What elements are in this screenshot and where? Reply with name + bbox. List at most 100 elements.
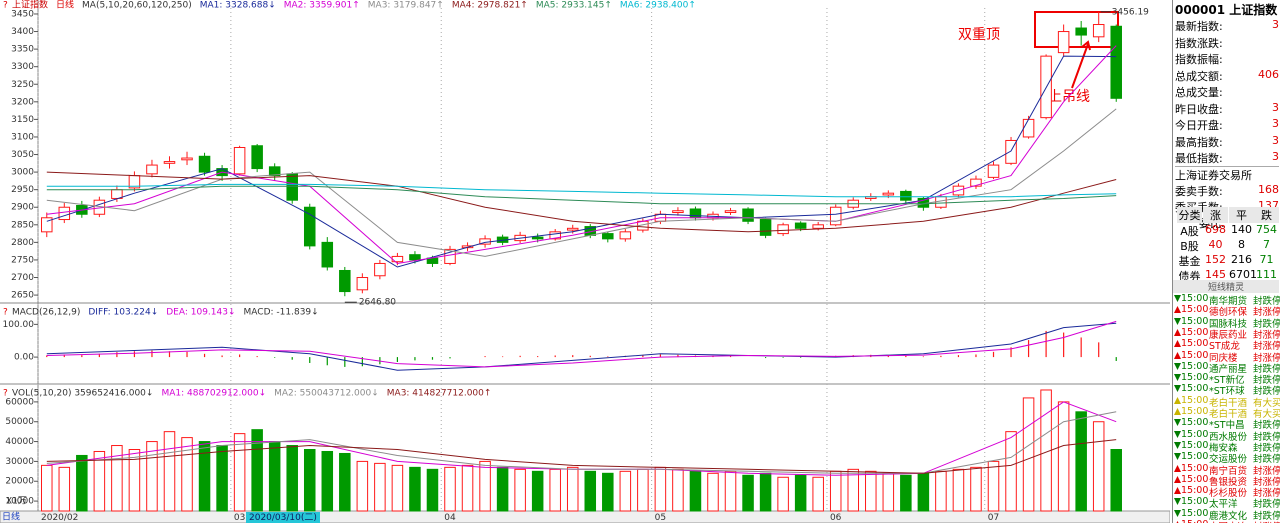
table-header: 涨 xyxy=(1203,207,1228,223)
volume-bar xyxy=(41,464,53,512)
volume-bar xyxy=(637,468,649,512)
alert-stock: 鲁银投资 xyxy=(1209,476,1248,488)
legend-entry: MA3: 414827712.000↑ xyxy=(387,389,492,399)
alert-arrow-shape xyxy=(1174,317,1181,325)
volume-bar xyxy=(216,445,228,512)
y-tick-label: 50000 xyxy=(5,417,34,427)
panel-icon[interactable]: ? xyxy=(3,308,8,318)
y-tick-label: 2750 xyxy=(11,255,34,265)
alert-arrow xyxy=(1174,509,1181,517)
legend-entry: MA1: 3328.688↓ xyxy=(200,1,276,11)
volume-bar xyxy=(461,464,474,512)
alert-stock: 老白干酒 xyxy=(1209,397,1248,409)
candle-body xyxy=(1110,25,1122,99)
alert-event: 封跌停板 xyxy=(1253,386,1280,398)
volume-bar xyxy=(496,466,509,512)
volume-bar xyxy=(181,437,193,512)
alert-time: 15:00 xyxy=(1181,293,1209,304)
volume-bar xyxy=(794,474,807,512)
ma-line xyxy=(46,55,1117,268)
alert-time: 15:00 xyxy=(1181,519,1208,523)
candle-body xyxy=(163,161,176,164)
y-tick-label: 3250 xyxy=(11,80,34,90)
exchange-name: 上海证券交易所 xyxy=(1175,166,1279,183)
x-tick-label: 07 xyxy=(988,513,999,523)
volume-bar xyxy=(549,468,561,512)
candle-body xyxy=(339,269,351,293)
candle-body xyxy=(742,208,754,222)
alert-time: 15:00 xyxy=(1181,349,1209,361)
alert-stock: 西水股份 xyxy=(1209,431,1248,443)
alert-event: 封跌停板 xyxy=(1253,454,1280,466)
volume-bar xyxy=(198,441,211,512)
panel-icon[interactable]: ? xyxy=(3,1,8,11)
period-tab[interactable]: 日线 xyxy=(2,511,20,523)
panel-title: 上证指数 xyxy=(12,0,48,11)
y-tick-label: 3300 xyxy=(11,62,34,72)
alert-event: 封跌停板 xyxy=(1253,318,1280,330)
volume-bar xyxy=(268,441,281,512)
alert-arrow-shape xyxy=(1174,498,1181,506)
cursor-label-bg xyxy=(246,512,320,523)
alerts-title: 短线精灵 xyxy=(1173,280,1279,293)
alert-stock: *ST中昌 xyxy=(1209,420,1245,432)
volume-bar xyxy=(987,460,1000,512)
alert-arrow xyxy=(1174,453,1181,461)
legend-entry: MA5: 2933.145↑ xyxy=(536,1,612,11)
alert-arrow xyxy=(1174,385,1181,393)
candle-body xyxy=(549,231,561,240)
ma-line xyxy=(46,322,1117,371)
table-header: 跌 xyxy=(1254,207,1279,223)
alert-event: 封涨停板 xyxy=(1253,341,1280,353)
alert-arrow xyxy=(1174,328,1181,336)
alert-stock: 南宁百货 xyxy=(1209,465,1248,477)
volume-bar xyxy=(339,452,351,512)
volume-bar xyxy=(952,468,965,512)
y-tick-label: 3200 xyxy=(11,97,34,107)
candle-body xyxy=(426,257,439,264)
alert-time: 15:00 xyxy=(1181,394,1209,406)
alert-event: 封跌停板 xyxy=(1253,296,1280,307)
volume-bar xyxy=(374,462,386,512)
alert-time: 15:00 xyxy=(1181,406,1209,417)
y-tick-label: 2850 xyxy=(11,220,34,230)
candle-body xyxy=(146,164,158,175)
volume-bar xyxy=(742,474,754,512)
candle-body xyxy=(987,164,1000,178)
field-label: 昨日收盘: xyxy=(1175,102,1223,116)
alert-arrow xyxy=(1174,487,1181,495)
alert-event: 封跌停板 xyxy=(1253,499,1280,511)
panel-icon[interactable]: ? xyxy=(3,389,8,399)
alert-event: 封涨停板 xyxy=(1253,476,1280,488)
field-value: 3 xyxy=(1272,150,1279,163)
volume-bar xyxy=(1092,421,1105,512)
alert-stock: 杉杉股份 xyxy=(1209,488,1248,500)
quote-panel: 000001 上证指数 最新指数: 3 指数涨跌: 指数振幅: 总成交额: 406 总成交量:… xyxy=(1172,0,1280,523)
alert-time: 15:00 xyxy=(1181,360,1209,372)
alert-event: 封涨停板 xyxy=(1253,352,1280,364)
candle-body xyxy=(900,190,912,201)
alert-arrow xyxy=(1174,408,1181,415)
volume-bar xyxy=(146,441,158,512)
candle-body xyxy=(882,192,895,196)
candle-body xyxy=(251,145,263,170)
alert-event: 封跌停板 xyxy=(1253,375,1280,387)
volume-bar xyxy=(917,472,930,512)
alert-stock: 梅安森 xyxy=(1209,442,1238,454)
order-value: 168 xyxy=(1258,183,1279,196)
volume-bar xyxy=(724,470,737,512)
alert-arrow-shape xyxy=(1174,487,1181,495)
alert-arrow-shape xyxy=(1174,328,1181,336)
alert-event: 封跌停板 xyxy=(1253,510,1280,522)
volume-bar xyxy=(426,468,439,512)
alert-arrow-shape xyxy=(1174,430,1181,438)
candle-body xyxy=(356,277,369,291)
alert-time: 15:00 xyxy=(1181,507,1209,519)
alert-time: 15:00 xyxy=(1181,473,1209,485)
volume-bar xyxy=(391,464,404,512)
alert-arrow xyxy=(1174,396,1181,404)
candle-body xyxy=(1092,24,1105,38)
table-cell: 债券 xyxy=(1178,270,1201,283)
table-cell: 6701 xyxy=(1229,268,1257,281)
candle-body xyxy=(58,206,71,221)
